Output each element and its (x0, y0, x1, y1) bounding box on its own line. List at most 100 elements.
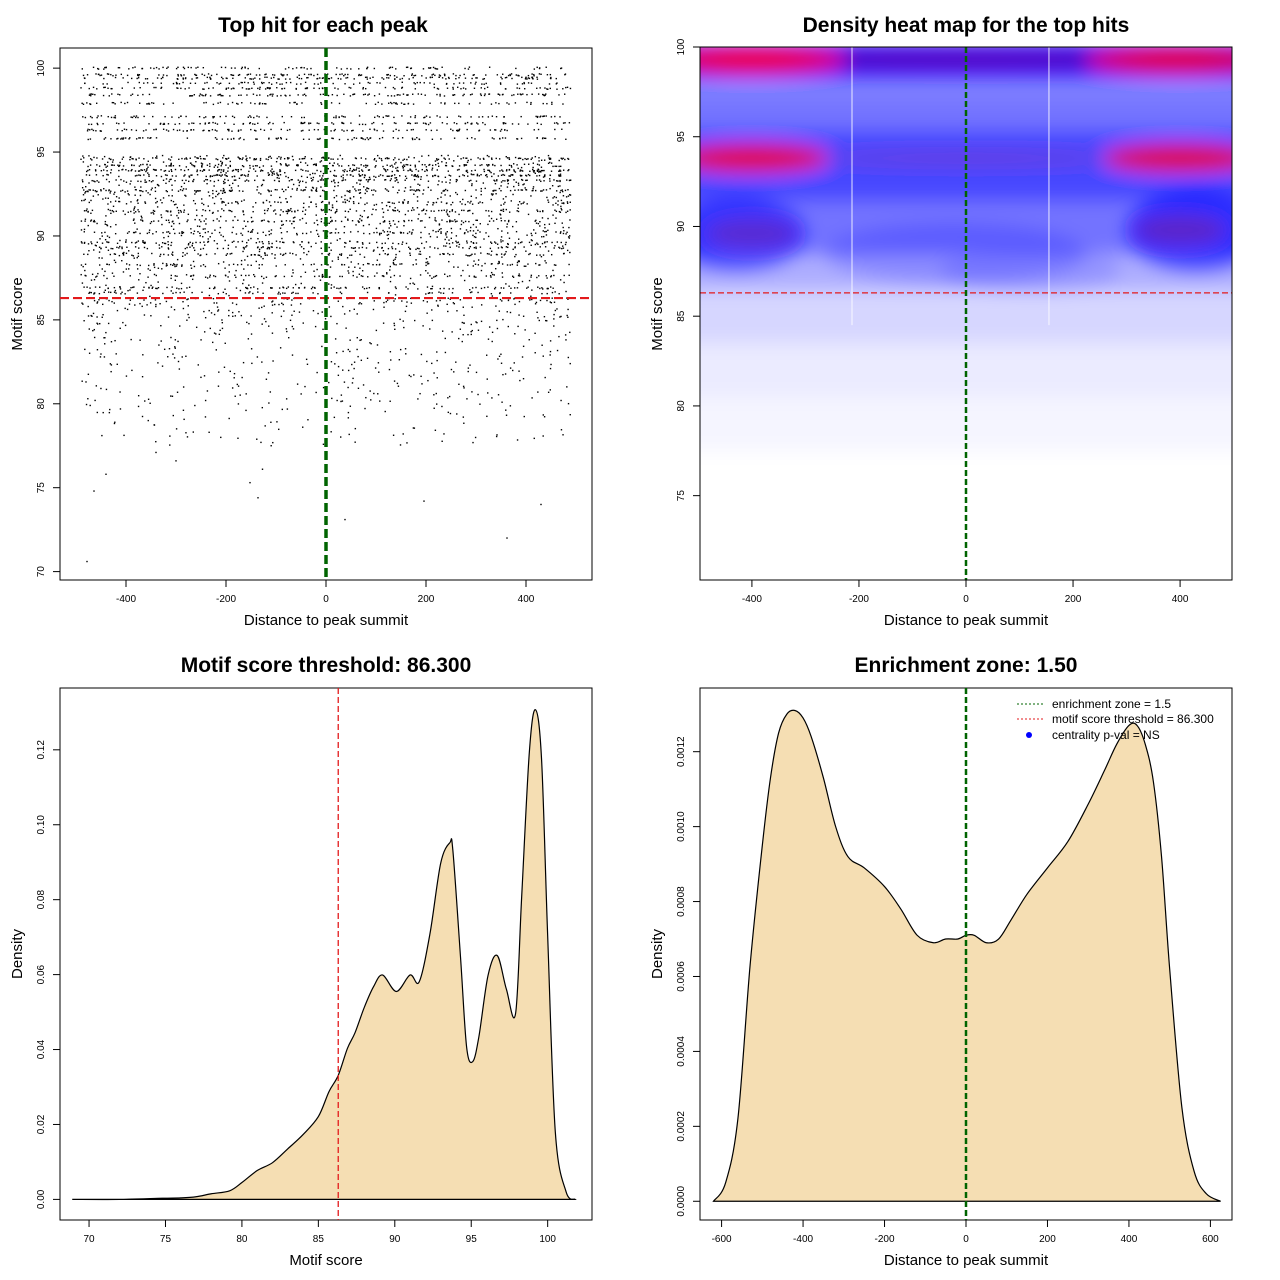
scatter-point (354, 266, 356, 268)
scatter-point (477, 329, 480, 331)
scatter-point (241, 66, 243, 69)
scatter-point (239, 394, 241, 396)
scatter-point (113, 253, 116, 255)
scatter-point (506, 226, 508, 228)
scatter-point (517, 167, 519, 170)
scatter-point (327, 168, 329, 170)
scatter-point (349, 169, 351, 172)
scatter-point (298, 158, 301, 160)
scatter-point (367, 81, 369, 84)
scatter-point (484, 87, 486, 90)
scatter-point (366, 202, 368, 204)
scatter-point (189, 95, 192, 97)
x-tick-label: 85 (313, 1234, 325, 1245)
scatter-point (183, 67, 186, 70)
scatter-point (268, 233, 271, 236)
scatter-point (145, 169, 148, 171)
scatter-point (286, 129, 289, 132)
scatter-point (476, 321, 478, 324)
scatter-point (491, 295, 494, 297)
scatter-point (180, 75, 183, 77)
scatter-point (390, 276, 392, 278)
scatter-point (271, 253, 273, 255)
scatter-point (272, 441, 274, 444)
scatter-point (548, 223, 551, 225)
scatter-point (198, 95, 201, 97)
scatter-point (448, 260, 450, 263)
scatter-point (201, 170, 204, 172)
scatter-point (562, 247, 565, 249)
scatter-point (171, 184, 173, 186)
scatter-point (151, 187, 153, 189)
scatter-point (213, 116, 215, 118)
scatter-point (444, 74, 446, 76)
scatter-point (514, 242, 517, 244)
scatter-point (170, 395, 172, 397)
scatter-point (333, 162, 335, 164)
scatter-point (363, 186, 365, 188)
x-tick-label: 80 (236, 1234, 248, 1245)
y-tick-label: 0.0008 (676, 886, 687, 917)
scatter-point (232, 182, 234, 185)
scatter-point (436, 351, 438, 353)
scatter-point (402, 167, 404, 169)
scatter-point (114, 232, 117, 235)
scatter-point (121, 246, 123, 248)
scatter-point (404, 175, 407, 177)
scatter-point (541, 137, 544, 140)
scatter-point (339, 73, 341, 76)
scatter-point (287, 186, 290, 188)
scatter-point (88, 155, 90, 157)
scatter-point (335, 200, 338, 203)
scatter-point (170, 178, 172, 181)
scatter-point (372, 264, 374, 266)
scatter-point (118, 67, 121, 69)
scatter-point (474, 164, 476, 166)
scatter-point (175, 428, 178, 430)
scatter-point (528, 163, 530, 165)
scatter-point (289, 81, 292, 84)
scatter-point (247, 338, 250, 340)
scatter-point (271, 171, 273, 173)
scatter-point (495, 116, 498, 118)
scatter-point (340, 436, 342, 438)
scatter-point (527, 213, 530, 216)
scatter-point (381, 159, 383, 162)
scatter-point (539, 287, 541, 290)
scatter-point (431, 169, 433, 171)
scatter-point (324, 213, 327, 215)
scatter-point (569, 251, 571, 254)
scatter-point (516, 264, 519, 266)
scatter-point (250, 315, 252, 317)
scatter-point (155, 175, 158, 177)
scatter-point (479, 201, 481, 203)
scatter-point (329, 266, 332, 268)
scatter-point (500, 204, 502, 206)
reference-lines (700, 47, 1232, 580)
scatter-point (502, 173, 504, 176)
scatter-point (328, 283, 330, 285)
scatter-point (280, 164, 282, 166)
scatter-point (350, 261, 352, 263)
scatter-point (308, 138, 310, 140)
x-tick-label: 400 (1121, 1234, 1138, 1245)
scatter-point (381, 103, 383, 105)
scatter-point (102, 83, 104, 85)
scatter-point (247, 173, 250, 176)
scatter-point (114, 191, 116, 194)
scatter-point (128, 303, 131, 305)
scatter-point (409, 282, 411, 285)
scatter-point (519, 93, 521, 95)
scatter-point (295, 254, 297, 256)
y-tick-label: 0.00 (36, 1189, 47, 1209)
scatter-point (567, 356, 570, 359)
scatter-point (252, 165, 254, 167)
scatter-point (286, 408, 289, 410)
scatter-point (303, 202, 305, 205)
scatter-point (138, 137, 140, 139)
scatter-point (188, 123, 190, 125)
scatter-point (135, 138, 138, 140)
scatter-point (98, 292, 101, 295)
scatter-point (464, 122, 467, 125)
scatter-point (457, 241, 460, 243)
